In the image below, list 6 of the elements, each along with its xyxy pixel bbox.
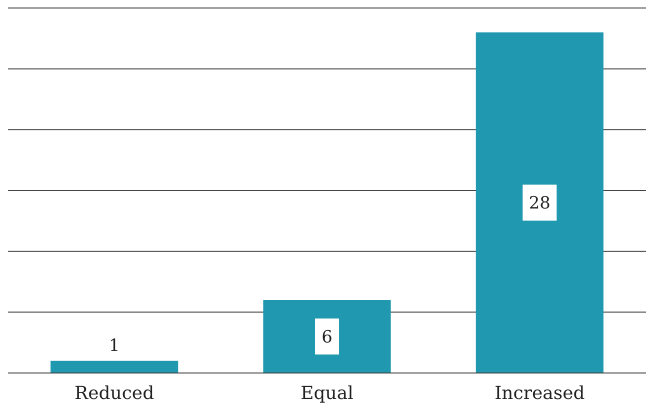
x-tick-label: Equal — [300, 383, 354, 404]
data-label: 1 — [108, 336, 120, 356]
data-label: 6 — [322, 327, 332, 348]
data-label: 28 — [528, 194, 550, 214]
x-tick-label: Reduced — [74, 383, 154, 404]
x-tick-label: Increased — [494, 383, 585, 404]
